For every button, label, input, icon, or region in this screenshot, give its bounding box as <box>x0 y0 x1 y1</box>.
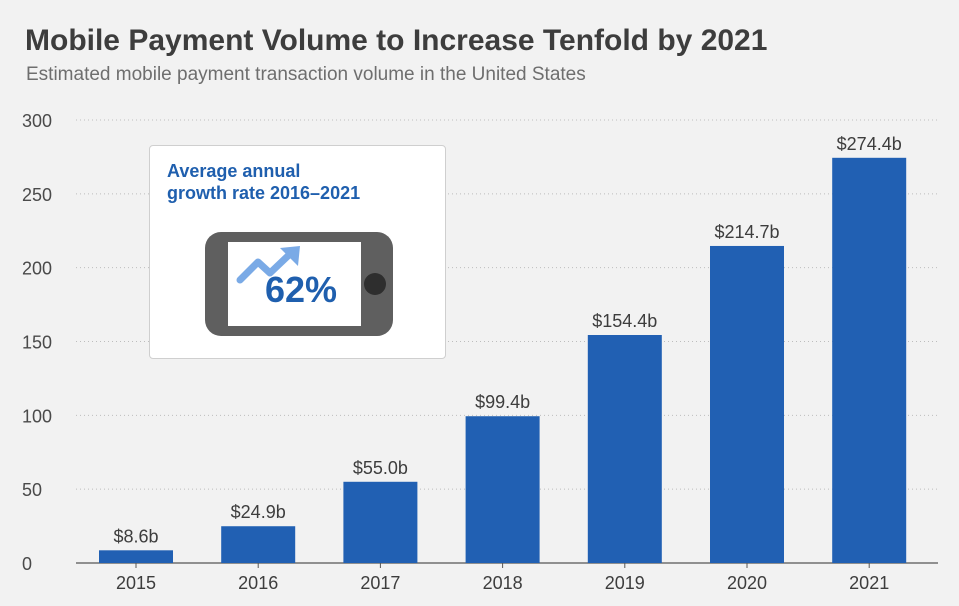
y-tick-label: 150 <box>22 333 52 353</box>
growth-rate-value: 62% <box>265 269 338 310</box>
data-label: $8.6b <box>113 526 158 546</box>
trend-up-arrow-icon <box>236 246 300 284</box>
x-tick-label: 2020 <box>727 573 767 593</box>
callout-line-2: growth rate 2016–2021 <box>167 183 361 203</box>
bar <box>465 416 540 563</box>
chart-subtitle: Estimated mobile payment transaction vol… <box>26 64 586 85</box>
data-label: $154.4b <box>592 311 657 331</box>
y-tick-label: 100 <box>22 406 52 426</box>
data-label: $24.9b <box>231 502 286 522</box>
callout-heading: Average annual growth rate 2016–2021 <box>167 160 360 204</box>
y-tick-label: 50 <box>22 480 42 500</box>
y-tick-label: 200 <box>22 259 52 279</box>
data-label: $99.4b <box>475 392 530 412</box>
bar <box>710 245 784 564</box>
y-tick-label: 0 <box>22 554 32 574</box>
bar <box>99 550 173 563</box>
y-tick-label: 250 <box>22 185 52 205</box>
phone-icon: 62% <box>205 232 393 336</box>
data-label: $274.4b <box>837 134 902 154</box>
bar <box>587 335 662 563</box>
phone-screen: 62% <box>228 242 361 326</box>
x-tick-label: 2017 <box>360 573 400 593</box>
bar <box>832 157 907 563</box>
x-tick-label: 2015 <box>116 573 156 593</box>
data-label: $55.0b <box>353 458 408 478</box>
phone-home-button <box>364 273 386 295</box>
growth-callout: Average annual growth rate 2016–2021 62% <box>149 145 446 359</box>
data-label: $214.7b <box>714 222 779 242</box>
chart-title: Mobile Payment Volume to Increase Tenfol… <box>25 24 768 57</box>
callout-line-1: Average annual <box>167 161 301 181</box>
x-tick-label: 2018 <box>483 573 523 593</box>
bar <box>343 481 418 563</box>
y-tick-label: 300 <box>22 111 52 131</box>
bar <box>221 526 296 563</box>
x-tick-label: 2019 <box>605 573 645 593</box>
x-tick-label: 2021 <box>849 573 889 593</box>
x-tick-label: 2016 <box>238 573 278 593</box>
